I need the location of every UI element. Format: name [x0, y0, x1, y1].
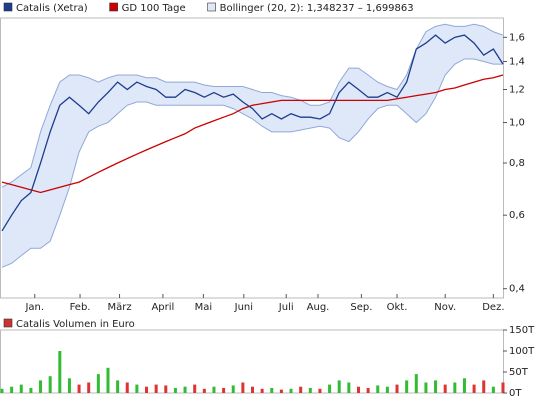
price-line — [1, 34, 504, 232]
volume-bar — [193, 384, 197, 393]
x-tick-label: März — [107, 302, 131, 313]
volume-bar — [405, 380, 409, 393]
volume-bar — [67, 378, 71, 393]
volume-bar — [145, 386, 149, 393]
y-tick-label: 0,4 — [509, 284, 525, 295]
y-tick-label: 1,4 — [509, 57, 525, 68]
volume-bar — [501, 382, 505, 393]
x-tick-label: Feb. — [70, 302, 91, 313]
volume-bar — [318, 388, 322, 393]
y-tick-label: 1,6 — [509, 32, 525, 43]
volume-bar — [10, 386, 14, 393]
volume-bar — [414, 374, 418, 393]
volume-bar — [308, 387, 312, 393]
volume-bar — [385, 386, 389, 393]
x-tick-label: Dez. — [482, 302, 504, 313]
bollinger-band — [2, 24, 503, 268]
volume-bar — [106, 367, 110, 393]
legend-label: GD 100 Tage — [122, 3, 186, 14]
volume-bar — [48, 376, 52, 393]
volume-bar — [462, 378, 466, 393]
volume-bar — [472, 384, 476, 393]
x-tick-label: Sep. — [350, 302, 372, 313]
x-tick-label: April — [151, 302, 174, 313]
volume-y-tick-label: 150T — [509, 325, 535, 336]
volume-frame — [0, 329, 504, 394]
volume-bar — [395, 384, 399, 393]
volume-bar — [347, 382, 351, 393]
volume-bar — [289, 388, 293, 393]
volume-bar — [491, 386, 495, 393]
volume-bar — [77, 384, 81, 393]
volume-bar — [328, 384, 332, 393]
x-tick-label: Okt. — [387, 302, 408, 313]
volume-bar — [251, 386, 254, 393]
volume-title: Catalis Volumen in Euro — [16, 319, 135, 330]
x-tick-label: Juli — [278, 302, 294, 313]
volume-bar — [19, 384, 23, 393]
x-tick-label: Aug. — [307, 302, 330, 313]
legend-swatch — [109, 2, 118, 12]
volume-bar — [96, 374, 100, 393]
volume-bar — [39, 380, 43, 393]
volume-bar — [279, 389, 283, 393]
legend-label: Catalis (Xetra) — [16, 3, 88, 14]
volume-bar — [212, 386, 216, 393]
volume-y-tick-label: 100T — [509, 346, 535, 357]
volume-bar — [116, 380, 120, 393]
volume-bar — [260, 388, 264, 393]
volume-y-tick-label: 50T — [509, 367, 529, 378]
legend-swatch — [207, 2, 216, 12]
volume-bar — [0, 388, 4, 393]
volume-bar — [87, 382, 91, 393]
volume-bar — [202, 388, 206, 393]
y-tick-label: 0,8 — [509, 158, 525, 169]
volume-bar — [356, 386, 360, 393]
volume-bar — [154, 384, 158, 393]
bollinger-lower — [1, 58, 503, 268]
volume-bar — [366, 387, 370, 393]
x-tick-label: Nov. — [434, 302, 456, 313]
volume-bar — [337, 380, 341, 393]
volume-bar — [241, 382, 245, 393]
legend-swatch — [3, 318, 13, 328]
legend-swatch — [3, 2, 13, 12]
volume-bar — [58, 351, 62, 393]
volume-bar — [376, 385, 380, 393]
bollinger-upper — [1, 23, 504, 188]
volume-bar — [482, 380, 486, 393]
volume-bar — [443, 384, 447, 393]
volume-bar — [164, 385, 168, 393]
volume-bar — [453, 382, 457, 393]
volume-bar — [231, 385, 235, 393]
volume-bar — [270, 387, 274, 393]
volume-bar — [299, 386, 303, 393]
volume-bar — [424, 382, 428, 393]
x-tick-label: Juni — [234, 302, 253, 313]
x-tick-label: Jan. — [24, 302, 44, 313]
volume-bar — [222, 387, 226, 393]
volume-bar — [183, 386, 187, 393]
y-tick-label: 1,0 — [509, 118, 525, 129]
volume-bar — [135, 384, 139, 393]
legend-label: Bollinger (20, 2): 1,348237 – 1,699863 — [220, 3, 414, 14]
x-tick-label: Mai — [195, 302, 213, 313]
volume-bar — [29, 387, 33, 393]
y-tick-label: 1,2 — [509, 84, 525, 95]
moving-average-line — [1, 74, 504, 194]
volume-bar — [434, 380, 438, 393]
volume-bar — [173, 387, 177, 393]
volume-bar — [125, 382, 129, 393]
y-tick-label: 0,6 — [509, 210, 525, 221]
volume-y-tick-label: 0T — [509, 388, 522, 399]
